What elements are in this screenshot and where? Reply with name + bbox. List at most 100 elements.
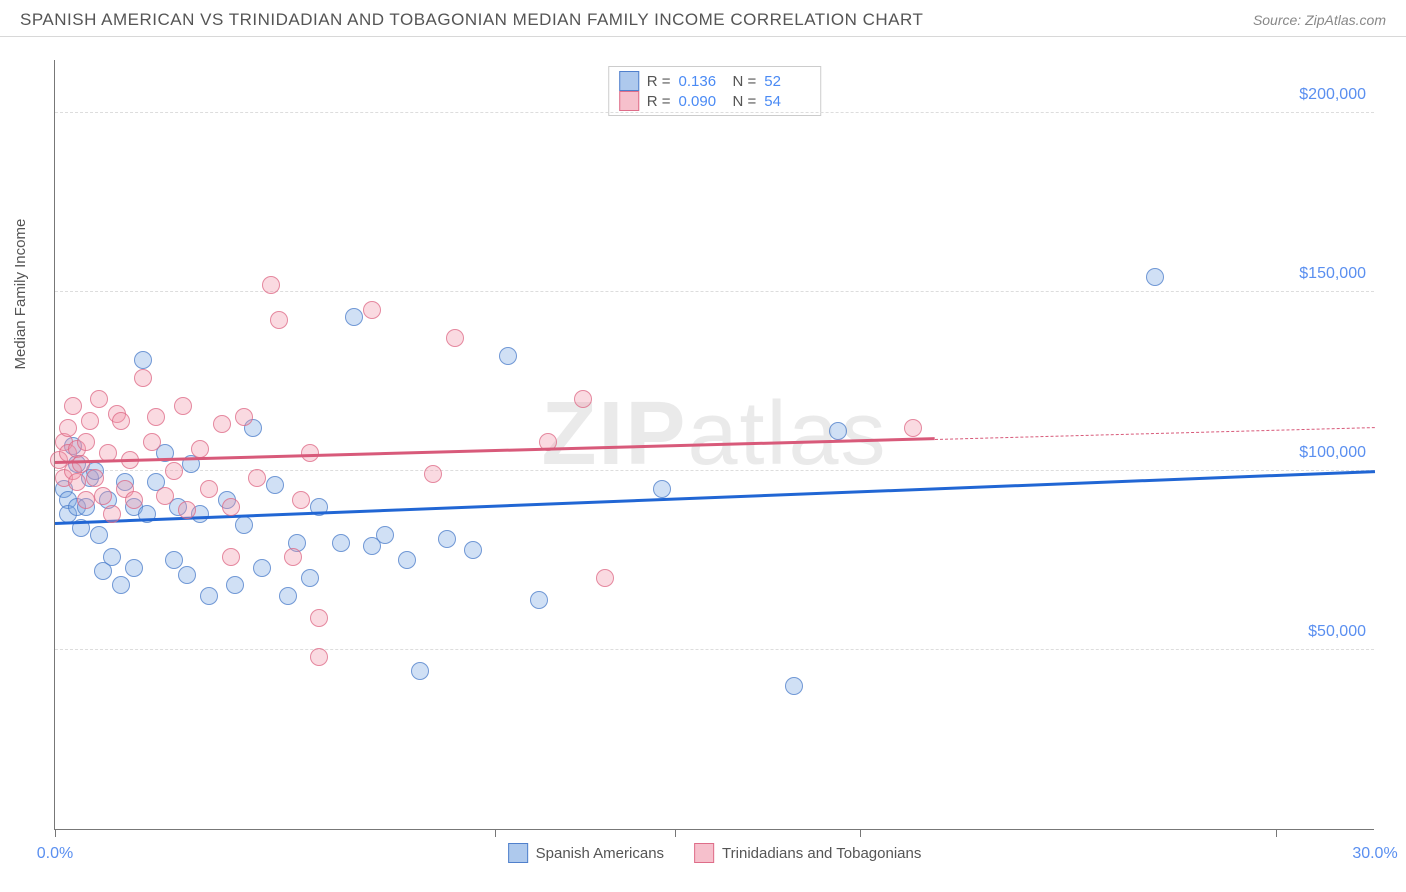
legend-label: Trinidadians and Tobagonians [722, 845, 921, 862]
correlation-legend: R = 0.136 N = 52 R = 0.090 N = 54 [608, 66, 822, 116]
swatch-pink-icon [619, 91, 639, 111]
scatter-point [174, 397, 192, 415]
scatter-point [253, 559, 271, 577]
plot-region: ZIPatlas R = 0.136 N = 52 R = 0.090 N = … [54, 60, 1374, 830]
scatter-point [64, 397, 82, 415]
scatter-point [235, 408, 253, 426]
scatter-point [530, 591, 548, 609]
scatter-point [134, 351, 152, 369]
scatter-point [1146, 268, 1164, 286]
swatch-blue-icon [508, 843, 528, 863]
y-tick-label: $150,000 [1299, 265, 1366, 283]
scatter-point [90, 526, 108, 544]
scatter-point [904, 419, 922, 437]
scatter-point [143, 433, 161, 451]
n-label: N = [733, 93, 757, 110]
scatter-point [653, 480, 671, 498]
scatter-point [438, 530, 456, 548]
scatter-point [226, 576, 244, 594]
scatter-point [103, 505, 121, 523]
scatter-point [81, 412, 99, 430]
scatter-point [125, 491, 143, 509]
scatter-point [77, 491, 95, 509]
scatter-point [310, 648, 328, 666]
scatter-point [213, 415, 231, 433]
r-label: R = [647, 93, 671, 110]
scatter-point [103, 548, 121, 566]
scatter-point [424, 465, 442, 483]
scatter-point [464, 541, 482, 559]
scatter-point [310, 609, 328, 627]
x-tick [1276, 829, 1277, 837]
scatter-point [235, 516, 253, 534]
scatter-point [125, 559, 143, 577]
source-prefix: Source: [1253, 12, 1305, 28]
source-credit: Source: ZipAtlas.com [1253, 12, 1386, 28]
scatter-point [147, 408, 165, 426]
gridline [55, 112, 1374, 113]
gridline [55, 291, 1374, 292]
scatter-point [222, 548, 240, 566]
x-tick [55, 829, 56, 837]
x-tick [675, 829, 676, 837]
scatter-point [59, 419, 77, 437]
scatter-point [596, 569, 614, 587]
correlation-legend-row: R = 0.136 N = 52 [619, 71, 811, 91]
correlation-legend-row: R = 0.090 N = 54 [619, 91, 811, 111]
trend-line [55, 437, 935, 463]
scatter-point [284, 548, 302, 566]
scatter-point [191, 440, 209, 458]
y-tick-label: $200,000 [1299, 86, 1366, 104]
scatter-point [446, 329, 464, 347]
x-tick [495, 829, 496, 837]
scatter-point [292, 491, 310, 509]
scatter-point [165, 551, 183, 569]
scatter-point [345, 308, 363, 326]
scatter-point [499, 347, 517, 365]
chart-title: SPANISH AMERICAN VS TRINIDADIAN AND TOBA… [20, 10, 923, 30]
legend-item: Spanish Americans [508, 843, 664, 863]
scatter-point [68, 473, 86, 491]
scatter-point [165, 462, 183, 480]
x-tick-label: 30.0% [1352, 845, 1397, 863]
x-tick [860, 829, 861, 837]
swatch-blue-icon [619, 71, 639, 91]
legend-item: Trinidadians and Tobagonians [694, 843, 921, 863]
scatter-point [134, 369, 152, 387]
chart-area: Median Family Income ZIPatlas R = 0.136 … [44, 60, 1384, 830]
trend-line-dashed [935, 427, 1375, 440]
scatter-point [77, 433, 95, 451]
y-tick-label: $50,000 [1308, 623, 1366, 641]
scatter-point [178, 501, 196, 519]
chart-header: SPANISH AMERICAN VS TRINIDADIAN AND TOBA… [0, 0, 1406, 37]
n-label: N = [733, 73, 757, 90]
x-tick-label: 0.0% [37, 845, 73, 863]
source-name: ZipAtlas.com [1305, 12, 1386, 28]
scatter-point [829, 422, 847, 440]
scatter-point [248, 469, 266, 487]
scatter-point [94, 487, 112, 505]
scatter-point [112, 576, 130, 594]
gridline [55, 649, 1374, 650]
r-value: 0.136 [679, 73, 725, 90]
scatter-point [262, 276, 280, 294]
scatter-point [72, 455, 90, 473]
scatter-point [266, 476, 284, 494]
y-tick-label: $100,000 [1299, 444, 1366, 462]
scatter-point [90, 390, 108, 408]
scatter-point [279, 587, 297, 605]
scatter-point [270, 311, 288, 329]
r-label: R = [647, 73, 671, 90]
scatter-point [156, 487, 174, 505]
y-axis-title: Median Family Income [12, 219, 29, 370]
n-value: 54 [764, 93, 810, 110]
scatter-point [301, 569, 319, 587]
n-value: 52 [764, 73, 810, 90]
scatter-point [178, 566, 196, 584]
series-legend: Spanish Americans Trinidadians and Tobag… [508, 843, 922, 863]
scatter-point [785, 677, 803, 695]
scatter-point [86, 469, 104, 487]
scatter-point [398, 551, 416, 569]
scatter-point [200, 587, 218, 605]
scatter-point [376, 526, 394, 544]
